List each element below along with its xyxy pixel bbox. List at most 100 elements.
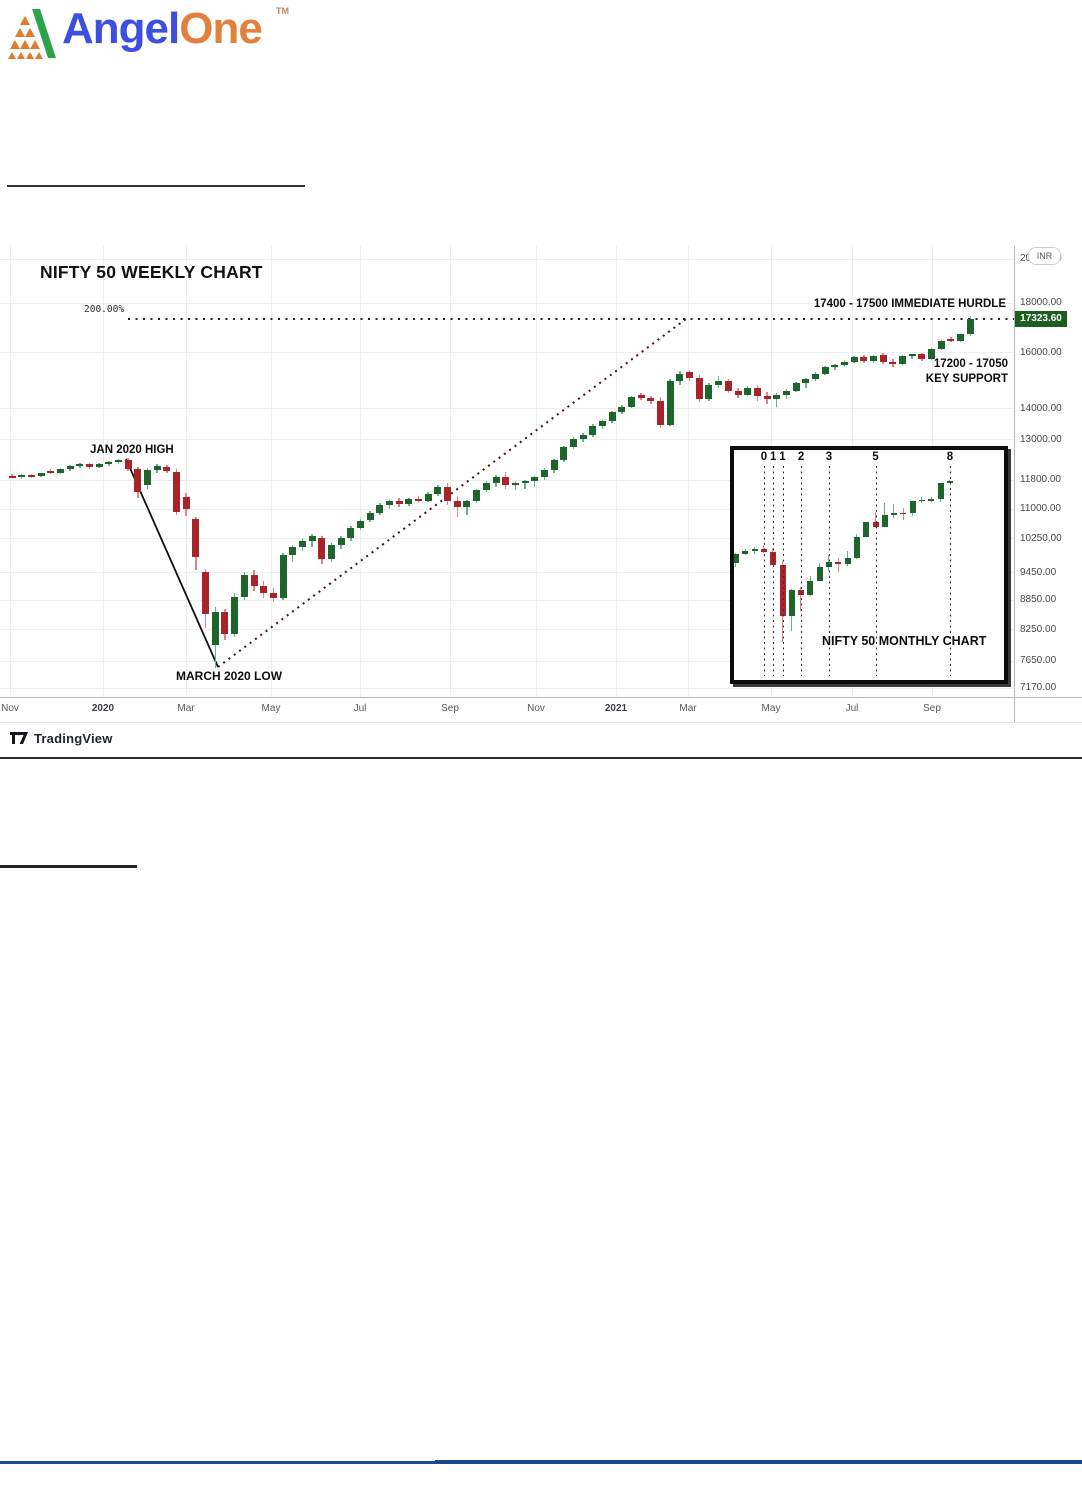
price-tick-label: 7650.00 [1020,655,1057,667]
v-gridline [688,246,689,697]
time-axis-line [0,697,1082,698]
candle-body-up [676,374,684,382]
candle-body-up [811,373,819,380]
h-gridline [0,408,1014,410]
v-gridline [450,246,451,697]
price-tick-label: 9450.00 [1020,566,1057,578]
candle-body-up [807,581,814,596]
v-gridline [616,246,617,697]
candle-body-up [366,512,374,521]
annotation-jan-2020-high: JAN 2020 HIGH [90,444,174,456]
annotation-immediate-hurdle: 17400 - 17500 IMMEDIATE HURDLE [813,298,1006,310]
h-gridline [0,538,1014,540]
h-gridline [0,629,1014,631]
candle-wick-up [533,476,536,487]
candle-wick-down [837,557,839,573]
candle-body-down [318,538,326,559]
key-support-caption: KEY SUPPORT [925,373,1008,385]
candle-body-up [56,469,64,473]
candle-body-up [211,612,219,646]
brand-word-angel: Angel [62,4,180,53]
candle-body-up [773,394,781,400]
price-tick-label: 14000.00 [1020,402,1062,414]
angelone-logo: AngelOne TM [8,4,308,64]
fib-time-zone-line [782,466,784,676]
candle-body-up [792,383,800,391]
section-divider [0,757,1082,759]
candle-body-down [918,354,926,359]
candle-wick-down [874,511,876,528]
candle-body-up [598,421,606,426]
candle-body-down [900,512,907,515]
h-gridline [0,508,1014,510]
price-tick-label: 10250.00 [1020,532,1062,544]
candle-body-up [844,557,851,565]
candle-body-down [686,372,694,378]
candle-body-up [289,546,297,556]
candle-body-down [163,467,171,471]
candle-body-up [863,522,870,537]
v-gridline [186,246,187,697]
price-tick-label: 8850.00 [1020,594,1057,606]
fib-time-zone-line [763,466,765,676]
v-gridline [536,246,537,697]
inset-chart-title: NIFTY 50 MONTHLY CHART [822,634,987,648]
candle-body-up [608,411,616,422]
candle-body-up [386,501,394,506]
candle-body-up [715,380,723,385]
candle-body-up [105,462,113,464]
candle-body-up [919,499,925,502]
candle-body-up [569,439,577,448]
h-gridline [0,599,1014,601]
candle-body-down [192,518,200,558]
candle-body-up [298,540,306,547]
fib-time-zone-label: 2 [797,451,805,463]
time-tick-label: Sep [441,703,459,714]
fib-time-zone-label: 1 [769,451,777,463]
candle-body-down [395,501,403,505]
candle-body-down [753,387,761,397]
candle-body-down [250,575,258,586]
fib-time-zone-label: 8 [946,451,954,463]
candle-body-up [337,538,345,545]
chart-plot-area: 200.00% NIFTY 50 WEEKLY CHART JAN 2020 H… [0,246,1082,752]
v-gridline [103,246,104,697]
rising-trendline-dotted [217,318,687,668]
candle-body-down [724,380,732,391]
candle-body-down [444,486,452,502]
candle-body-down [637,395,645,398]
candle-body-down [763,396,771,400]
candle-body-down [835,561,842,565]
key-support-range: 17200 - 17050 [933,358,1008,370]
annotation-key-support: 17200 - 17050 KEY SUPPORT [860,357,1008,387]
fib-time-zone-label: 5 [872,451,879,463]
candle-body-down [657,400,665,425]
candle-body-down [134,469,142,492]
candle-body-up [705,384,713,400]
candle-body-up [76,464,84,466]
fib-time-zone-label: 1 [779,451,786,463]
h-gridline [0,687,1014,689]
candle-body-up [473,490,481,502]
brand-wordmark: AngelOne [62,4,263,54]
h-gridline [0,439,1014,441]
candle-body-up [891,512,898,515]
candle-wick-down [800,586,802,612]
candle-wick-up [466,499,468,515]
candle-body-up [18,475,26,477]
candle-wick-up [514,481,517,491]
candle-body-up [492,476,500,484]
trademark-symbol: TM [276,6,289,16]
price-axis-line [1014,246,1015,723]
time-tick-label: Mar [679,703,697,714]
candle-body-up [881,514,888,528]
trendlines [125,318,687,668]
price-tick-label: 11000.00 [1020,503,1061,515]
time-tick-label: May [261,703,281,714]
candle-body-up [153,465,161,470]
candle-body-up [782,390,790,395]
candle-body-down [8,476,16,478]
time-tick-label: Nov [527,703,545,714]
tradingview-label: TradingView [34,731,113,746]
candle-body-up [937,483,944,500]
